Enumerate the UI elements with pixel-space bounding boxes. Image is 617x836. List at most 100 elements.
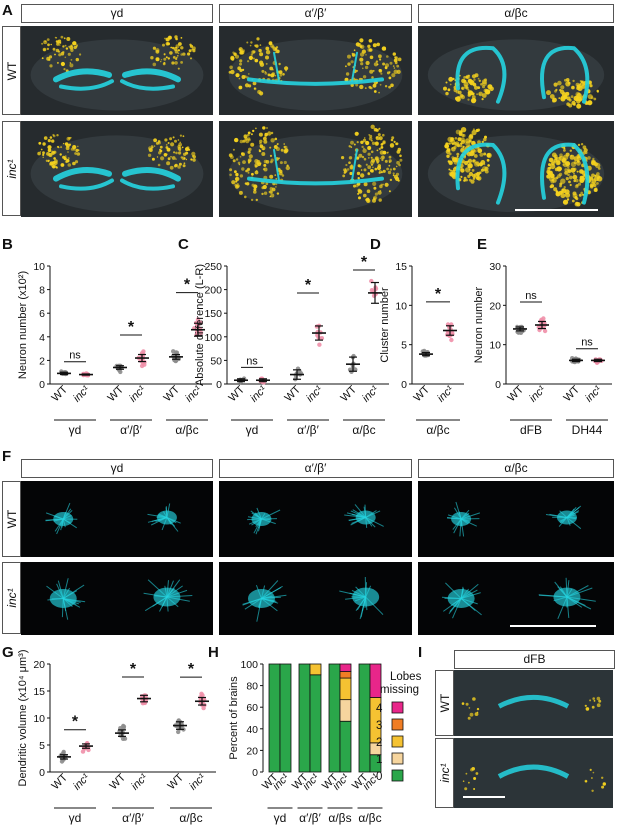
signal-dot: [469, 712, 474, 717]
signal-dot: [275, 186, 277, 188]
signal-dot: [266, 127, 268, 129]
signal-dot: [392, 172, 395, 175]
signal-dot: [593, 162, 599, 167]
signal-dot: [382, 133, 385, 137]
signal-dot: [444, 143, 450, 149]
signal-dot: [274, 174, 277, 177]
signal-dot: [463, 179, 466, 182]
signal-dot: [369, 55, 374, 60]
signal-dot: [478, 162, 483, 167]
signal-dot: [259, 142, 262, 145]
signal-dot: [380, 143, 384, 146]
signal-dot: [392, 167, 396, 171]
significance-label: *: [184, 277, 191, 294]
signal-dot: [394, 61, 398, 65]
cyan-dendrite: [147, 503, 181, 532]
signal-dot: [60, 51, 65, 56]
signal-dot: [270, 131, 274, 135]
signal-dot: [487, 164, 490, 167]
signal-dot: [368, 48, 373, 52]
signal-dot: [270, 193, 275, 198]
signal-dot: [380, 171, 383, 174]
signal-dot: [587, 156, 591, 160]
signal-dot: [232, 159, 236, 163]
signal-dot: [468, 707, 471, 709]
signal-dot: [360, 140, 364, 144]
signal-dot: [564, 171, 568, 175]
signal-dot: [167, 57, 170, 60]
signal-dot: [155, 57, 160, 62]
signal-dot: [359, 84, 364, 90]
signal-dot: [174, 61, 178, 65]
signal-dot: [51, 150, 54, 154]
signal-dot: [453, 145, 457, 149]
signal-dot: [67, 157, 70, 160]
signal-dot: [477, 86, 481, 89]
signal-dot: [456, 143, 461, 148]
signal-dot: [469, 80, 475, 86]
signal-dot: [237, 66, 242, 71]
signal-dot: [175, 151, 178, 155]
signal-dot: [473, 149, 477, 153]
signal-dot: [373, 186, 377, 190]
signal-dot: [276, 49, 280, 54]
group-label: DH44: [572, 423, 603, 437]
signal-dot: [148, 148, 153, 152]
signal-dot: [393, 69, 398, 75]
signal-dot: [580, 143, 584, 146]
signal-dot: [283, 145, 286, 149]
signal-dot: [364, 87, 367, 89]
signal-dot: [592, 771, 595, 774]
signal-dot: [239, 156, 242, 158]
signal-dot: [261, 69, 265, 73]
signal-dot: [568, 98, 572, 102]
legend-label: 1: [376, 754, 382, 766]
signal-dot: [271, 68, 274, 71]
signal-dot: [37, 151, 41, 156]
signal-dot: [390, 138, 394, 142]
signal-dot: [356, 132, 359, 135]
signal-dot: [271, 72, 275, 76]
signal-dot: [469, 150, 475, 157]
group-label: γd: [69, 811, 82, 825]
y-tick-label: 0: [495, 379, 501, 391]
signal-dot: [553, 154, 558, 159]
signal-dot: [234, 170, 237, 174]
signal-dot: [46, 38, 50, 41]
signal-dot: [165, 144, 168, 146]
signal-dot: [461, 139, 466, 144]
signal-dot: [575, 91, 581, 97]
yellow-clone: [150, 35, 196, 70]
signal-dot: [250, 53, 254, 56]
signal-dot: [230, 69, 235, 75]
signal-dot: [162, 43, 165, 47]
signal-dot: [259, 62, 265, 67]
signal-dot: [601, 776, 604, 779]
signal-dot: [468, 781, 470, 784]
signal-dot: [164, 138, 168, 142]
signal-dot: [254, 170, 259, 175]
signal-dot: [74, 152, 77, 155]
signal-dot: [258, 48, 262, 53]
signal-dot: [481, 98, 484, 101]
signal-dot: [566, 165, 570, 168]
signal-dot: [237, 161, 241, 165]
group-label: α/βc: [352, 423, 375, 437]
signal-dot: [179, 134, 182, 137]
signal-dot: [389, 143, 395, 148]
signal-dot: [269, 146, 272, 149]
signal-dot: [569, 149, 572, 152]
signal-dot: [467, 93, 471, 97]
signal-dot: [66, 37, 71, 41]
signal-dot: [228, 70, 232, 74]
signal-dot: [175, 46, 177, 49]
signal-dot: [388, 164, 391, 167]
signal-dot: [248, 73, 250, 75]
signal-dot: [47, 145, 52, 150]
signal-dot: [68, 45, 71, 48]
signal-dot: [392, 52, 396, 56]
signal-dot: [477, 171, 479, 174]
signal-dot: [594, 187, 598, 191]
signal-dot: [156, 156, 159, 158]
